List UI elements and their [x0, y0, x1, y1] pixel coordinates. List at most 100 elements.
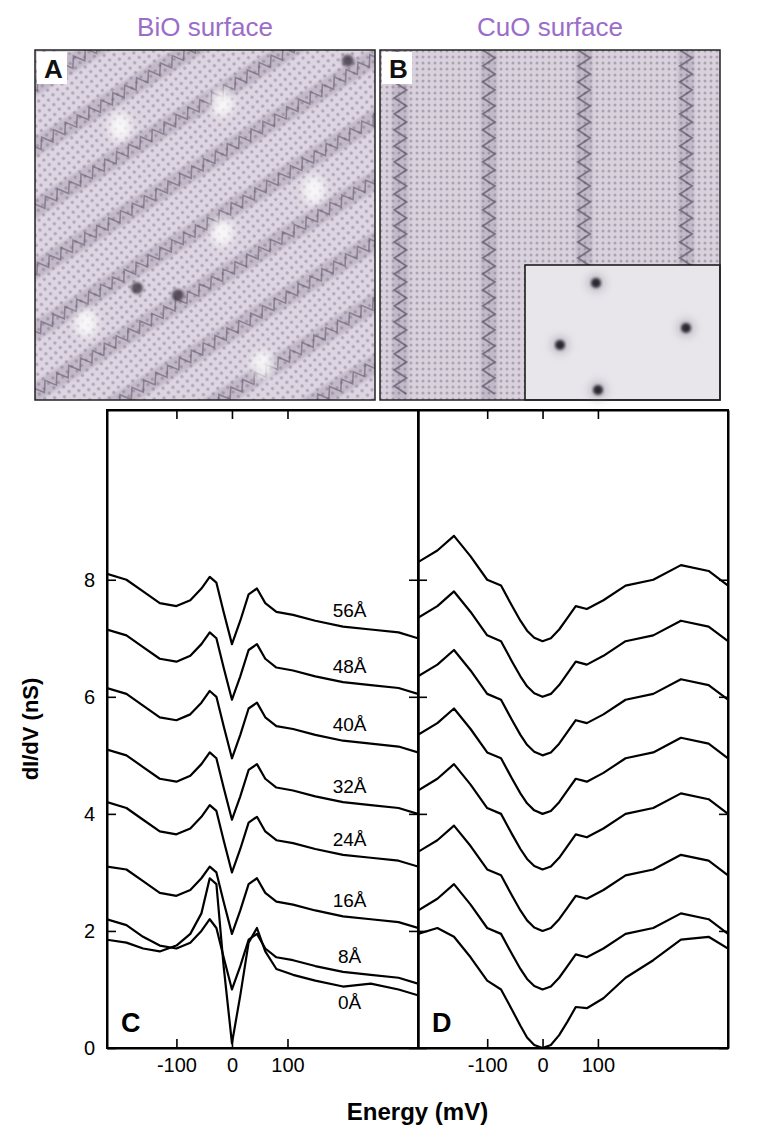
figure: ABiO surfaceBCuO surface-1000100024680Å8… [0, 0, 764, 1143]
zigzag [483, 50, 495, 394]
y-axis-line [107, 411, 109, 1049]
tick: 8 [84, 569, 116, 591]
tick-mark [719, 697, 728, 699]
tick-mark [232, 1039, 234, 1048]
tick-label: 100 [582, 1054, 615, 1076]
panel-letter: B [389, 54, 408, 84]
x-axis-top [108, 410, 419, 419]
image-title: BiO surface [137, 12, 273, 42]
tick-mark [176, 1039, 178, 1048]
panel-letter: C [121, 1008, 141, 1038]
stm-image [35, 50, 375, 400]
tick-mark [418, 931, 427, 933]
image-title: CuO surface [477, 12, 623, 42]
tick-mark [409, 1048, 418, 1050]
zigzag [35, 223, 375, 400]
tick-mark [598, 1039, 600, 1048]
tick-label: 0 [227, 1054, 238, 1076]
tick-mark [719, 579, 728, 581]
zigzag [35, 50, 375, 228]
tick [418, 697, 427, 698]
stripe [58, 263, 375, 400]
tick-label: 2 [84, 920, 95, 942]
tick [409, 931, 418, 932]
tick-label: -100 [157, 1054, 197, 1076]
tick-mark [409, 697, 418, 699]
plot-frame [418, 410, 728, 1048]
inset-spot [591, 278, 601, 288]
dark-spot [342, 55, 354, 67]
tick-mark [232, 410, 234, 419]
tick: 0 [84, 1037, 116, 1059]
x-axis: -100 0 100 [108, 1039, 419, 1076]
inset-halo [676, 318, 696, 338]
tick-mark [542, 410, 544, 419]
stripe [481, 50, 497, 400]
inset-spot [681, 323, 691, 333]
tick-mark [409, 579, 418, 581]
tick: 6 [84, 686, 116, 708]
tick [418, 1048, 427, 1049]
x-axis-title: Energy (mV) [347, 1098, 488, 1125]
tick-mark [107, 579, 116, 581]
inset-spot [593, 385, 603, 395]
tick-mark [487, 410, 489, 419]
spectrum-line [107, 688, 418, 758]
tick-mark [418, 697, 427, 699]
x-axis-top-line [108, 410, 419, 412]
tick-mark [418, 814, 427, 816]
stripe [35, 131, 375, 400]
tick-label: 0 [537, 1054, 548, 1076]
image-frame [380, 50, 720, 400]
tick [176, 410, 177, 419]
tick [719, 931, 728, 932]
tick [543, 410, 544, 419]
bright-spot [211, 89, 233, 117]
inset-halo [588, 380, 608, 400]
tick-label: 100 [271, 1054, 304, 1076]
curve-label: 24Å [333, 829, 367, 850]
image-frame [35, 50, 375, 400]
tick [598, 410, 599, 419]
bright-spot [211, 218, 233, 246]
dark-spot [172, 289, 184, 301]
bright-spot [109, 113, 131, 141]
y-axis [418, 411, 427, 1049]
tick: 0 [227, 1039, 238, 1076]
curve-label: 48Å [333, 656, 367, 677]
inset [525, 265, 720, 400]
x-axis-line [419, 1048, 729, 1050]
tick-mark [719, 814, 728, 816]
plot-area [107, 574, 418, 1043]
tick [418, 580, 427, 581]
spectrum-line [418, 826, 728, 931]
curve-label: 32Å [333, 776, 367, 797]
x-axis: -100 0 100 [419, 1039, 729, 1076]
stripe [392, 50, 408, 400]
tick: 100 [582, 1039, 615, 1076]
tick-label: -100 [468, 1054, 508, 1076]
spectrum-line [107, 574, 418, 644]
zigzag [394, 50, 406, 394]
spectrum-line [418, 928, 728, 1048]
x-axis-top [419, 410, 729, 419]
plot-frame [107, 410, 418, 1048]
tick [409, 814, 418, 815]
bright-spot [75, 309, 97, 337]
stripe [35, 175, 375, 400]
tick-label: 0 [84, 1037, 95, 1059]
inset-halo [550, 335, 570, 355]
tick-mark [287, 410, 289, 419]
tick-mark [409, 931, 418, 933]
spectrum-line [107, 749, 418, 819]
tick-mark [542, 1039, 544, 1048]
tick-mark [487, 1039, 489, 1048]
inset-frame [525, 265, 720, 400]
tick-label: 8 [84, 569, 95, 591]
tick [719, 697, 728, 698]
tick-label: 6 [84, 686, 95, 708]
curve-label: 16Å [333, 890, 367, 911]
zigzag [35, 179, 375, 400]
tick [487, 410, 488, 419]
spectrum-line [418, 591, 728, 696]
